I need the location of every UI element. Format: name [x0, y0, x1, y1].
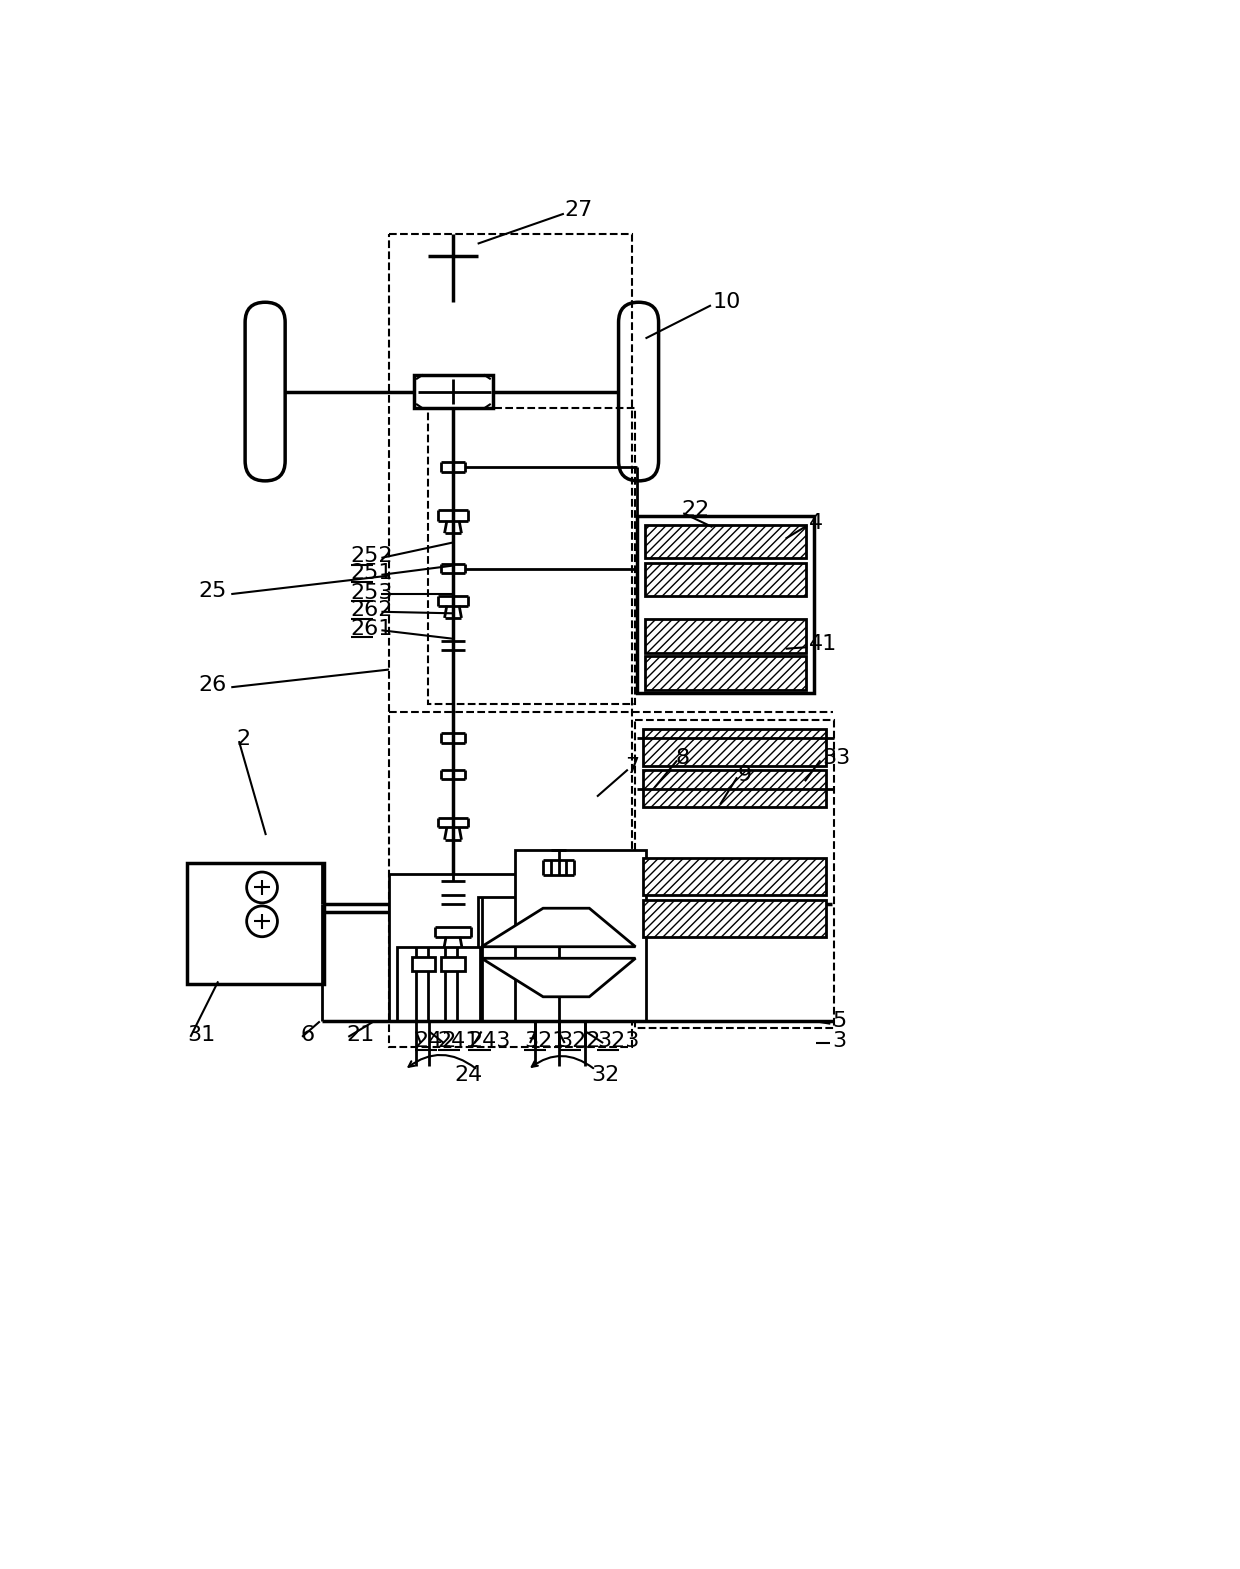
- Text: 10: 10: [713, 292, 740, 312]
- Bar: [389, 874, 635, 1021]
- Text: 261: 261: [351, 618, 393, 639]
- Text: 262: 262: [351, 601, 393, 620]
- Text: 25: 25: [198, 581, 227, 601]
- Text: 33: 33: [822, 748, 851, 769]
- Bar: [637, 516, 815, 692]
- Text: 7: 7: [625, 758, 639, 777]
- Bar: [645, 563, 806, 596]
- Text: 4: 4: [808, 513, 823, 533]
- Text: 26: 26: [198, 675, 227, 695]
- Text: 22: 22: [682, 501, 711, 521]
- Text: 243: 243: [469, 1031, 511, 1051]
- Text: 6: 6: [300, 1025, 315, 1045]
- Text: 24: 24: [455, 1065, 482, 1086]
- Text: 41: 41: [808, 634, 837, 654]
- Bar: [635, 720, 835, 1028]
- Text: 27: 27: [564, 199, 593, 220]
- Text: 32: 32: [591, 1065, 620, 1086]
- Bar: [515, 850, 646, 1021]
- Text: 322: 322: [558, 1031, 601, 1051]
- Bar: [389, 234, 631, 1047]
- Text: 253: 253: [351, 582, 393, 602]
- Bar: [644, 730, 826, 766]
- Bar: [428, 408, 635, 704]
- Text: 21: 21: [347, 1025, 374, 1045]
- Text: 5: 5: [832, 1012, 846, 1031]
- Bar: [645, 656, 806, 689]
- Text: 323: 323: [596, 1031, 640, 1051]
- Text: 9: 9: [737, 766, 751, 784]
- Text: 3: 3: [832, 1031, 846, 1051]
- Text: 241: 241: [438, 1031, 480, 1051]
- Bar: [187, 863, 325, 984]
- Bar: [477, 896, 640, 1021]
- Text: 251: 251: [351, 563, 393, 584]
- Bar: [414, 375, 494, 408]
- Bar: [644, 899, 826, 937]
- Bar: [397, 946, 480, 1021]
- Polygon shape: [481, 959, 635, 996]
- Text: 31: 31: [187, 1025, 216, 1045]
- Text: 2: 2: [237, 730, 250, 748]
- Bar: [441, 957, 465, 971]
- Bar: [412, 957, 435, 971]
- Bar: [645, 620, 806, 653]
- Text: 321: 321: [523, 1031, 567, 1051]
- Bar: [644, 770, 826, 808]
- Polygon shape: [481, 908, 635, 946]
- Bar: [644, 858, 826, 896]
- Text: 242: 242: [414, 1031, 456, 1051]
- Text: 252: 252: [351, 546, 393, 566]
- Bar: [645, 524, 806, 559]
- Text: 8: 8: [676, 748, 689, 769]
